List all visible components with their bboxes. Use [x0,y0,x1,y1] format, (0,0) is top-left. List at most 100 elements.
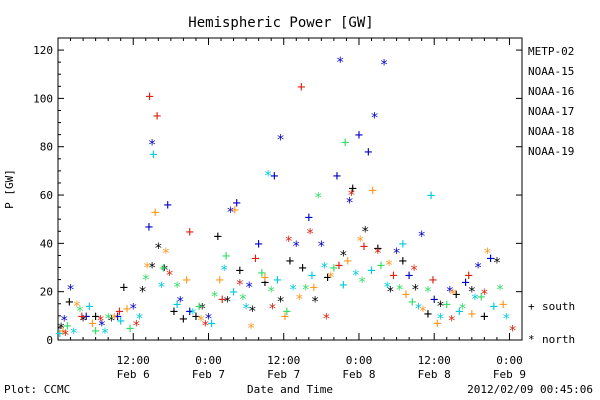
data-point: + [116,314,124,330]
data-point: + [273,273,281,289]
data-point: + [149,147,157,163]
data-point: * [361,224,369,240]
data-point: * [502,311,510,327]
data-point: + [367,263,375,279]
data-point: + [305,210,313,226]
data-point: * [311,294,319,310]
data-point: + [330,261,338,277]
legend-north-marker: * [528,333,535,346]
x-tick-date-label: Feb 7 [267,368,300,381]
data-point: + [232,195,240,211]
data-point: * [322,311,330,327]
y-tick-label: 100 [33,92,53,105]
data-points: *+* + *+ ****+ + +*+*+*+*+ +*+*+*+*+*+ *+ *+***+… [56,55,517,344]
legend-entry: NOAA-18 [528,125,574,138]
data-point: + [151,205,159,221]
data-point: + [63,319,71,335]
data-point: * [226,205,234,221]
data-point: + [91,309,99,325]
x-tick-time-label: 12:00 [267,354,300,367]
data-point: * [496,282,504,298]
data-point: + [333,169,341,185]
data-point: * [301,282,309,298]
data-point: * [306,227,314,243]
data-point: + [222,248,230,264]
legend-south-label: south [542,300,575,313]
data-point: + [182,273,190,289]
data-point: * [392,246,400,262]
data-point: + [374,241,382,257]
plot-frame [57,37,523,341]
data-point: * [211,290,219,306]
data-point: + [399,236,407,252]
data-point: + [214,229,222,245]
data-point: * [79,314,87,330]
legend-north-label: north [542,333,575,346]
data-point: + [343,253,351,269]
data-point: + [258,265,266,281]
legend-entry: NOAA-15 [528,65,574,78]
data-point: + [499,297,507,313]
legend-entry: NOAA-17 [528,105,574,118]
data-point: * [480,287,488,303]
data-point: + [120,280,128,296]
data-point: * [471,292,479,308]
data-point: * [162,246,170,262]
data-point: + [59,323,67,339]
data-point: + [281,309,289,325]
x-tick-date-label: Feb 6 [117,368,150,381]
data-point: * [239,292,247,308]
data-point: + [461,275,469,291]
data-point: * [352,268,360,284]
data-point: * [314,190,322,206]
x-tick-time-label: 12:00 [117,354,150,367]
data-point: * [411,282,419,298]
data-point: * [129,302,137,318]
data-point: + [145,219,153,235]
x-tick-date-label: Feb 9 [493,368,526,381]
data-point: + [339,277,347,293]
data-point: * [449,287,457,303]
data-point: * [245,280,253,296]
data-point: * [436,299,444,315]
data-point: + [429,273,437,289]
data-point: + [91,323,99,339]
data-point: + [323,270,331,286]
data-point: * [223,294,231,310]
data-point: + [195,299,203,315]
data-point: * [198,302,206,318]
x-tick-date-label: Feb 8 [418,368,451,381]
data-point: + [399,253,407,269]
data-point: * [356,234,364,250]
data-point: * [57,321,65,337]
data-point: + [164,198,172,214]
y-tick-label: 0 [46,334,53,347]
data-point: + [261,275,269,291]
x-tick-time-label: 0:00 [195,354,222,367]
y-axis-label: P [GW] [3,169,16,209]
data-point: * [138,285,146,301]
data-point: * [220,263,228,279]
data-point: + [170,304,178,320]
data-point: * [101,326,109,342]
data-point: * [165,268,173,284]
data-point: * [176,294,184,310]
data-point: * [247,321,255,337]
data-point: * [386,285,394,301]
data-point: + [452,287,460,303]
legend-entry: NOAA-19 [528,145,574,158]
data-point: + [82,309,90,325]
data-point: + [430,292,438,308]
data-point: + [480,309,488,325]
data-point: * [143,261,151,277]
data-point: * [339,248,347,264]
data-point: * [76,304,84,320]
data-point: * [236,277,244,293]
data-point: + [455,304,463,320]
data-point: + [297,79,305,95]
data-point: + [261,270,269,286]
data-point: + [159,261,167,277]
data-point: * [396,282,404,298]
data-point: + [78,309,86,325]
